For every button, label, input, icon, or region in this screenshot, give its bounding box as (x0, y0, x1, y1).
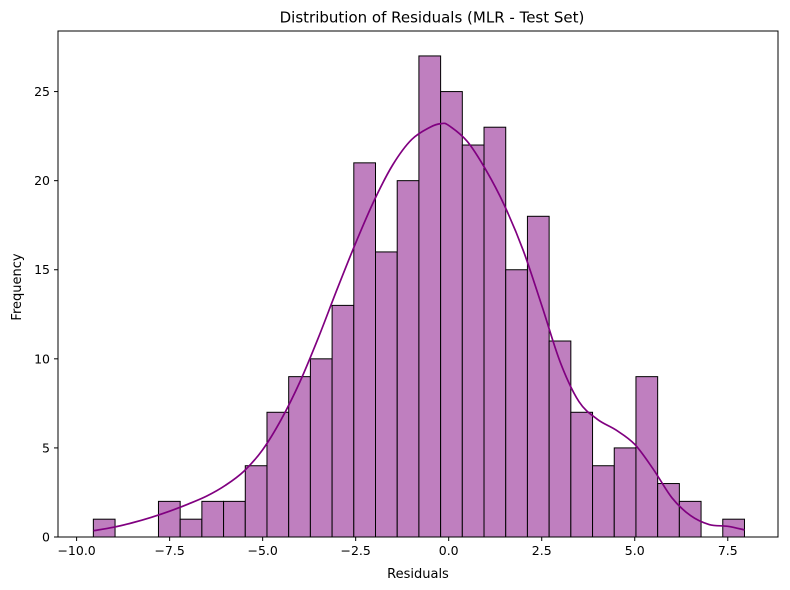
x-axis-label: Residuals (387, 567, 449, 582)
y-tick-label: 25 (34, 84, 50, 99)
histogram-bar (223, 500, 246, 538)
histogram-bar (266, 411, 290, 538)
x-tick-label: 5.0 (625, 543, 645, 558)
x-tick-label: 7.5 (718, 543, 738, 558)
histogram-bar (505, 269, 528, 538)
x-tick-label: −7.5 (154, 543, 184, 558)
kde-curve (93, 122, 745, 532)
histogram-bar (396, 180, 420, 538)
y-tick-label: 5 (42, 440, 50, 455)
histogram-bar (244, 465, 268, 538)
histogram-bar (331, 304, 355, 538)
chart-title: Distribution of Residuals (MLR - Test Se… (280, 9, 585, 27)
histogram-bar (635, 376, 659, 538)
histogram-bar (440, 91, 463, 538)
histogram-bar (375, 251, 398, 538)
histogram-bar (309, 358, 333, 538)
y-tick-label: 15 (34, 262, 50, 277)
histogram-bars (92, 55, 745, 538)
histogram-bar (483, 126, 507, 538)
histogram-bar (613, 447, 637, 538)
y-tick-label: 10 (34, 351, 50, 366)
histogram-bar (570, 411, 594, 538)
histogram-bar (526, 215, 550, 538)
histogram-bar (461, 144, 485, 538)
x-tick-label: −2.5 (340, 543, 370, 558)
histogram-bar (592, 465, 615, 538)
x-tick-label: −10.0 (57, 543, 95, 558)
histogram-bar (201, 500, 225, 538)
histogram-bar (548, 340, 572, 538)
x-tick-label: 2.5 (532, 543, 552, 558)
histogram-bar (179, 518, 203, 538)
y-axis-ticks: 0 5 10 15 20 25 (34, 84, 58, 545)
plot-frame (57, 30, 779, 538)
y-axis-label: Frequency (10, 253, 25, 320)
x-tick-label: −5.0 (247, 543, 277, 558)
y-tick-label: 20 (34, 173, 50, 188)
histogram-bar (157, 500, 181, 538)
x-tick-label: 0.0 (439, 543, 459, 558)
y-tick-label: 0 (42, 530, 50, 545)
histogram-bar (353, 162, 377, 538)
x-axis-ticks: −10.0 −7.5 −5.0 −2.5 0.0 2.5 5.0 7.5 (57, 537, 738, 558)
